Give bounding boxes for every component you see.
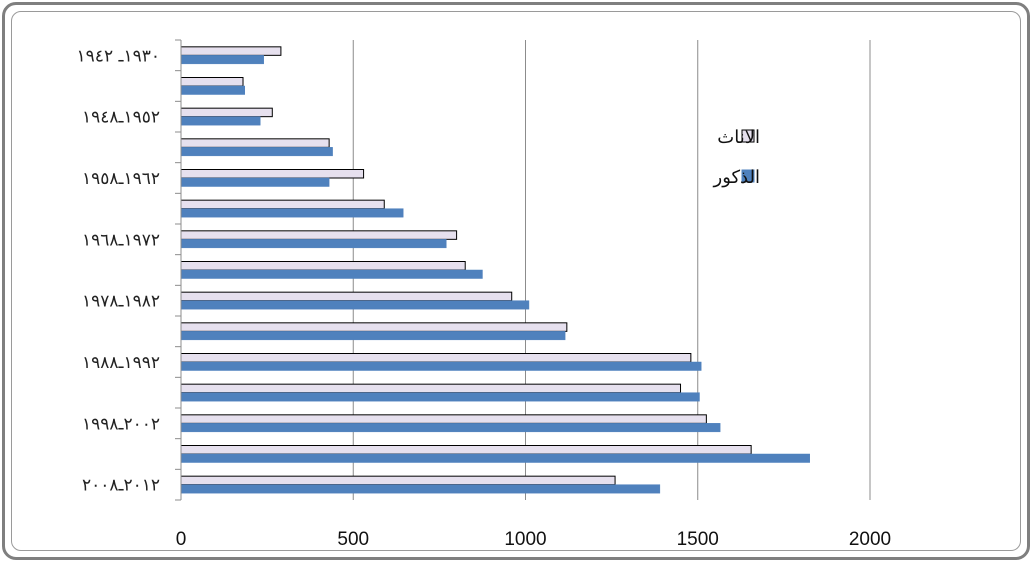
bar-male bbox=[180, 453, 810, 463]
y-tick-label: ١٩٩٢ـ١٩٨٨ bbox=[82, 353, 160, 373]
chart-frame bbox=[2, 2, 1030, 560]
bar-female bbox=[180, 475, 616, 486]
bar-male bbox=[180, 300, 530, 310]
bar-male bbox=[180, 239, 447, 249]
bar-female bbox=[180, 261, 466, 271]
legend-label-male: الذكور bbox=[713, 167, 761, 188]
x-tick-label: 1000 bbox=[504, 529, 546, 550]
bar-male bbox=[180, 423, 721, 433]
bar-female bbox=[180, 138, 330, 148]
bars bbox=[180, 46, 810, 494]
y-tick-label: ١٩٦٢ـ١٩٥٨ bbox=[82, 169, 160, 189]
x-tick-label: 1500 bbox=[677, 529, 719, 550]
bar-female bbox=[180, 414, 707, 424]
legend: الاناث الذكور bbox=[713, 127, 761, 188]
x-tick-label: 0 bbox=[176, 529, 187, 550]
x-tick-label: 500 bbox=[337, 529, 369, 550]
bar-male bbox=[180, 177, 330, 187]
legend-label-female: الاناث bbox=[717, 127, 760, 147]
bar-female bbox=[180, 353, 692, 363]
axes bbox=[175, 39, 182, 501]
y-tick-label: ١٩٨٢ـ١٩٧٨ bbox=[82, 292, 160, 312]
bar-male bbox=[180, 208, 404, 218]
bar-male bbox=[180, 392, 700, 402]
bar-female bbox=[180, 322, 568, 332]
chart-frame-inner bbox=[11, 11, 1021, 551]
bar-female bbox=[180, 230, 458, 240]
bar-male bbox=[180, 147, 333, 157]
bar-male bbox=[180, 85, 245, 95]
bar-male bbox=[180, 269, 483, 279]
y-tick-label: ١٩٥٢ـ١٩٤٨ bbox=[82, 108, 160, 128]
y-tick-label: ٢٠١٢ـ٢٠٠٨ bbox=[82, 476, 160, 496]
x-tick-labels: 0 500 1000 1500 2000 bbox=[176, 529, 891, 550]
bar-female bbox=[180, 46, 282, 56]
legend-swatch-female bbox=[741, 129, 755, 143]
x-tick-label: 2000 bbox=[849, 529, 891, 550]
y-tick-label: ٢٠٠٢ـ١٩٩٨ bbox=[82, 414, 160, 434]
bar-male bbox=[180, 116, 261, 126]
bar-female bbox=[180, 107, 273, 118]
bar-female bbox=[180, 77, 244, 87]
bar-female bbox=[180, 383, 682, 394]
bar-female bbox=[180, 169, 365, 179]
bar-male bbox=[180, 361, 702, 371]
bar-female bbox=[180, 445, 752, 455]
y-tick-labels: ١٩٣٠ـ ١٩٤٢ ١٩٥٢ـ١٩٤٨ ١٩٦٢ـ١٩٥٨ ١٩٧٢ـ١٩٦٨ ١٩٨… bbox=[77, 46, 160, 495]
bar-male bbox=[180, 484, 661, 494]
bar-male bbox=[180, 331, 566, 341]
bar-female bbox=[180, 291, 513, 302]
legend-swatch-male bbox=[741, 169, 755, 183]
y-tick-label: ١٩٣٠ـ ١٩٤٢ bbox=[77, 46, 160, 66]
y-tick-label: ١٩٧٢ـ١٩٦٨ bbox=[82, 230, 160, 250]
bar-male bbox=[180, 55, 264, 65]
bar-female bbox=[180, 199, 385, 210]
